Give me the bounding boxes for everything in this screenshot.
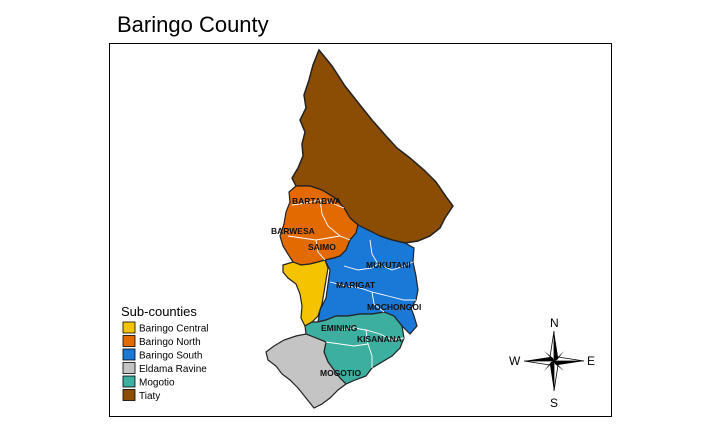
legend-label: Baringo Central: [139, 324, 208, 335]
legend-label: Baringo North: [139, 337, 201, 348]
legend-label: Eldama Ravine: [139, 364, 207, 375]
legend: Sub-counties Baringo Central Baringo Nort…: [121, 304, 208, 402]
compass-point-north: [554, 331, 558, 361]
legend-swatch: [122, 335, 136, 347]
map-panel-border: [109, 43, 612, 417]
compass-label-north: N: [550, 316, 559, 330]
legend-swatch: [122, 321, 136, 334]
compass-label-east: E: [587, 354, 595, 368]
legend-label: Baringo South: [139, 351, 202, 362]
legend-swatch: [122, 362, 136, 374]
legend-label: Tiaty: [139, 391, 160, 402]
legend-title: Sub-counties: [121, 304, 197, 319]
ward-label-mochongoi: MOCHONGOI: [367, 302, 421, 312]
compass-point-west: [524, 357, 554, 361]
ward-label-mogotio: MOGOTIO: [320, 368, 361, 378]
ward-label-mukutani: MUKUTANI: [366, 260, 411, 270]
ward-label-barwesa: BARWESA: [271, 226, 315, 236]
legend-label: Mogotio: [139, 378, 175, 389]
map-title: Baringo County: [117, 12, 269, 37]
legend-swatch: [122, 348, 136, 361]
ward-label-marigat: MARIGAT: [336, 280, 376, 290]
legend-swatch: [122, 389, 136, 401]
ward-label-kisanana: KISANANA: [357, 334, 402, 344]
compass-label-south: S: [550, 396, 558, 410]
legend-items: Baringo Central Baringo North Baringo Sout…: [122, 321, 208, 402]
compass-rose: N S E W: [509, 316, 595, 410]
compass-point-south: [550, 361, 554, 391]
ward-boundaries: [287, 199, 416, 368]
region-eldama-ravine[interactable]: [265, 333, 347, 409]
compass-label-west: W: [509, 354, 521, 368]
ward-label-saimo: SAIMO: [308, 242, 336, 252]
legend-swatch: [122, 375, 136, 388]
ward-label-emining: EMINING: [321, 323, 358, 333]
ward-label-bartabwa: BARTABWA: [292, 196, 341, 206]
compass-point-east: [554, 361, 584, 365]
